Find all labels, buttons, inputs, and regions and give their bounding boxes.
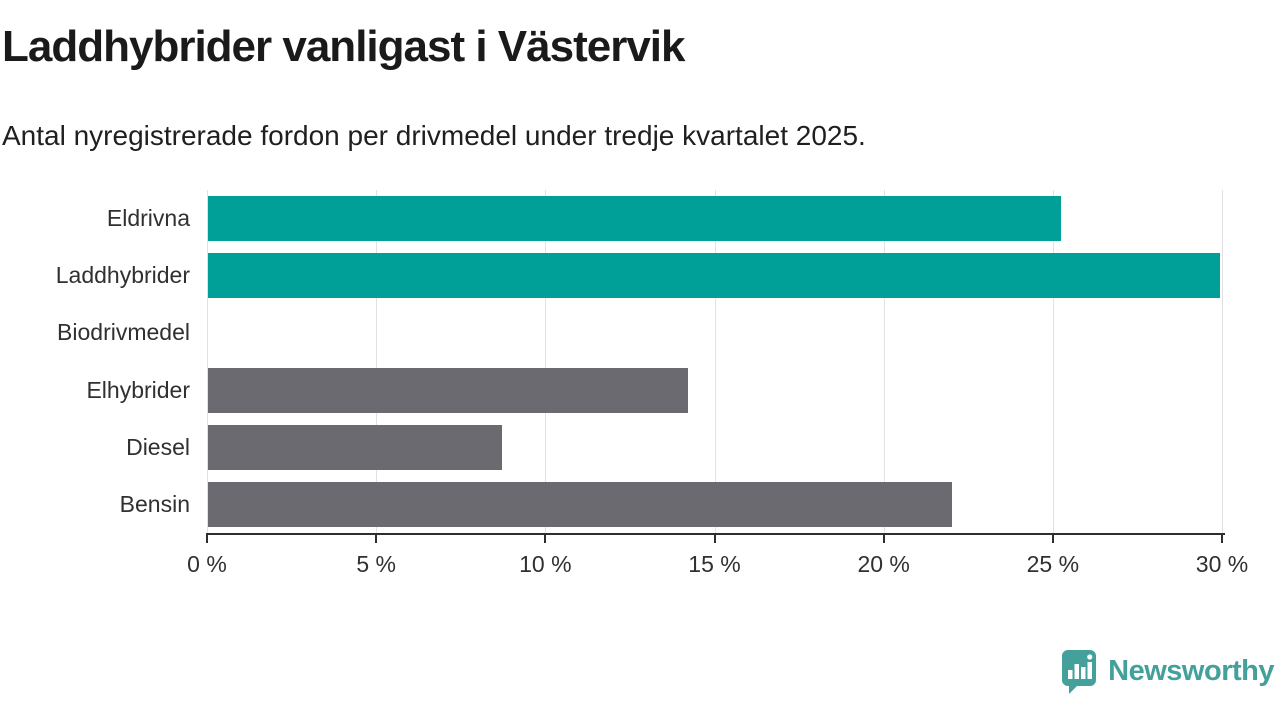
tick-mark (882, 533, 885, 543)
tick-mark (375, 533, 378, 543)
category-label-eldrivna: Eldrivna (106, 205, 190, 232)
bar-bensin (208, 481, 953, 527)
category-label-biodrivmedel: Biodrivmedel (57, 319, 190, 346)
category-label-diesel: Diesel (126, 433, 190, 460)
bar-diesel (208, 424, 503, 470)
gridline (714, 190, 716, 533)
category-label-bensin: Bensin (119, 490, 190, 517)
gridline (376, 190, 378, 533)
tick-mark (206, 533, 208, 543)
tick-label: 5 % (356, 551, 396, 577)
gridline (883, 190, 885, 533)
newsworthy-logo-icon (1058, 648, 1098, 694)
tick-mark (713, 533, 716, 543)
x-axis-line (206, 533, 1225, 535)
gridline (1222, 190, 1223, 533)
bar-eldrivna (208, 196, 1061, 242)
category-label-laddhybrider: Laddhybrider (55, 262, 190, 289)
tick-mark (1221, 533, 1223, 543)
tick-label: 25 % (1026, 551, 1080, 577)
chart-subtitle: Antal nyregistrerade fordon per drivmede… (2, 120, 866, 151)
brand-name: Newsworthy (1108, 654, 1274, 687)
tick-label: 20 % (857, 551, 910, 577)
tick-label: 10 % (519, 551, 572, 577)
tick-label: 15 % (688, 551, 741, 577)
gridline (545, 190, 547, 533)
tick-mark (544, 533, 547, 543)
tick-mark (1051, 533, 1054, 543)
bar-laddhybrider (208, 253, 1220, 299)
category-label-elhybrider: Elhybrider (86, 376, 190, 403)
brand-logo: Newsworthy (1058, 648, 1274, 694)
tick-label: 0 % (187, 551, 227, 577)
gridline (1052, 190, 1054, 533)
bar-chart-plot: Eldrivna Laddhybrider Biodrivmedel Elhybrid… (55, 190, 1249, 577)
gridline (207, 190, 208, 533)
tick-label: 30 % (1195, 551, 1249, 577)
chart-title: Laddhybrider vanligast i Västervik (2, 22, 685, 71)
bar-elhybrider (208, 367, 689, 413)
